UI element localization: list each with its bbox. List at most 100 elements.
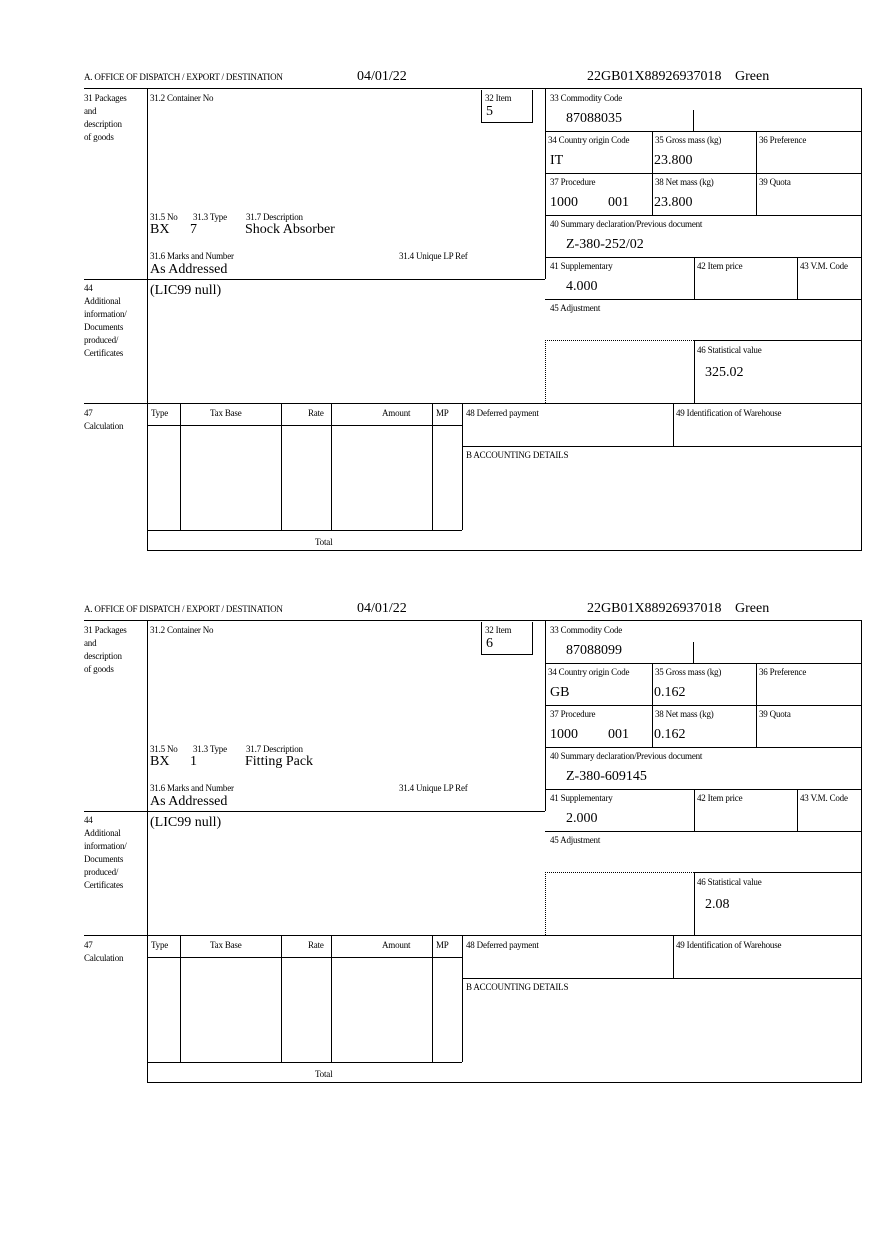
item-label: 32 Item (485, 625, 512, 635)
type-label: 31.3 Type (193, 212, 227, 222)
preference-label: 36 Preference (759, 667, 807, 677)
additional-info-label: information/ (84, 309, 127, 319)
route-status: Green (735, 69, 770, 84)
procedure-label: 37 Procedure (550, 177, 596, 187)
packages-label: and (84, 638, 97, 648)
rule-line (545, 705, 862, 706)
rule-line (545, 872, 546, 935)
statistical-value-label: 46 Statistical value (697, 877, 762, 887)
calc-header-type: Type (151, 408, 169, 418)
commodity-code-label: 33 Commodity Code (550, 625, 623, 635)
container-no-label: 31.2 Container No (150, 93, 214, 103)
rule-line (462, 446, 862, 447)
rule-line (694, 257, 695, 299)
additional-info-label: Documents (84, 322, 124, 332)
rule-line (84, 620, 862, 621)
rule-line (545, 620, 546, 811)
additional-info-value: (LIC99 null) (150, 815, 222, 830)
rule-line (432, 935, 433, 1062)
summary-declaration-value: Z-380-609145 (566, 769, 647, 784)
rule-line (694, 872, 695, 935)
country-origin-value: IT (550, 153, 564, 168)
commodity-code-value: 87088035 (566, 111, 622, 126)
deferred-payment-label: 48 Deferred payment (466, 408, 539, 418)
description-label: 31.7 Description (246, 744, 303, 754)
rule-line (147, 530, 462, 531)
rule-line (147, 550, 862, 551)
country-origin-label: 34 Country origin Code (548, 667, 630, 677)
additional-info-value: (LIC99 null) (150, 283, 222, 298)
office-header: A. OFFICE OF DISPATCH / EXPORT / DESTINA… (84, 604, 283, 614)
packages-label: description (84, 119, 122, 129)
additional-info-label: 44 (84, 283, 93, 293)
additional-info-label: 44 (84, 815, 93, 825)
rule-line (797, 789, 798, 831)
summary-declaration-value: Z-380-252/02 (566, 237, 644, 252)
procedure-additional-value: 001 (608, 195, 629, 210)
additional-info-label: Certificates (84, 348, 124, 358)
item-number: 6 (486, 636, 493, 651)
gross-mass-value: 0.162 (654, 685, 686, 700)
rule-line (545, 663, 862, 664)
calculation-label: 47 (84, 940, 93, 950)
gross-mass-value: 23.800 (654, 153, 693, 168)
office-header: A. OFFICE OF DISPATCH / EXPORT / DESTINA… (84, 72, 283, 82)
calc-header-tax-base: Tax Base (210, 940, 242, 950)
marks-label: 31.6 Marks and Number (150, 783, 234, 793)
rule-line (652, 131, 653, 215)
declaration-date: 04/01/22 (357, 601, 407, 616)
goods-description: Shock Absorber (245, 222, 335, 237)
declaration-item-form: A. OFFICE OF DISPATCH / EXPORT / DESTINA… (0, 68, 882, 551)
additional-info-label: Documents (84, 854, 124, 864)
rule-line (545, 789, 862, 790)
rule-line (652, 663, 653, 747)
preference-label: 36 Preference (759, 135, 807, 145)
rule-line (694, 872, 862, 873)
procedure-value: 1000 (550, 195, 578, 210)
marks-label: 31.6 Marks and Number (150, 251, 234, 261)
rule-line (462, 403, 463, 530)
calc-header-rate: Rate (308, 940, 324, 950)
packages-label: of goods (84, 132, 114, 142)
rule-line (331, 935, 332, 1062)
gross-mass-label: 35 Gross mass (kg) (655, 667, 722, 677)
rule-line (147, 1062, 462, 1063)
adjustment-label: 45 Adjustment (550, 303, 601, 313)
declaration-date: 04/01/22 (357, 69, 407, 84)
rule-line (147, 957, 462, 958)
additional-info-label: information/ (84, 841, 127, 851)
description-label: 31.7 Description (246, 212, 303, 222)
rule-line (694, 340, 695, 403)
container-no-label: 31.2 Container No (150, 625, 214, 635)
packages-label: 31 Packages (84, 93, 127, 103)
total-label: Total (315, 537, 333, 547)
rule-line (281, 935, 282, 1062)
calculation-label: Calculation (84, 953, 124, 963)
additional-info-label: Certificates (84, 880, 124, 890)
calc-header-amount: Amount (382, 940, 411, 950)
warehouse-label: 49 Identification of Warehouse (676, 940, 782, 950)
calculation-label: 47 (84, 408, 93, 418)
rule-line (861, 620, 862, 1083)
rule-line (545, 831, 862, 832)
rule-line (147, 620, 148, 1083)
net-mass-value: 23.800 (654, 195, 693, 210)
rule-line (545, 747, 862, 748)
rule-line (545, 215, 862, 216)
additional-info-label: produced/ (84, 335, 119, 345)
package-kind: BX (150, 222, 170, 237)
rule-line (180, 403, 181, 530)
calc-header-tax-base: Tax Base (210, 408, 242, 418)
summary-declaration-label: 40 Summary declaration/Previous document (550, 219, 703, 229)
total-label: Total (315, 1069, 333, 1079)
calc-header-mp: MP (436, 940, 449, 950)
calc-header-type: Type (151, 940, 169, 950)
calc-header-amount: Amount (382, 408, 411, 418)
rule-line (693, 642, 694, 663)
additional-info-label: Additional (84, 296, 121, 306)
rule-line (281, 403, 282, 530)
net-mass-label: 38 Net mass (kg) (655, 709, 714, 719)
rule-line (532, 90, 533, 123)
procedure-value: 1000 (550, 727, 578, 742)
